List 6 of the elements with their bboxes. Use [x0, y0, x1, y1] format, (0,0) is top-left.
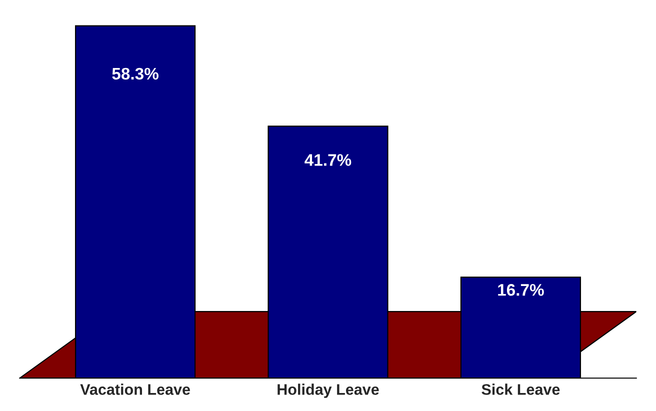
x-tick-label: Vacation Leave	[80, 384, 190, 395]
x-tick-label: Holiday Leave	[278, 384, 379, 398]
x-tick-label: Sick Leave	[482, 384, 560, 395]
data-label: 16.7%	[498, 284, 544, 296]
data-label: 41.7%	[304, 154, 352, 166]
data-label: 58.3%	[112, 68, 158, 80]
